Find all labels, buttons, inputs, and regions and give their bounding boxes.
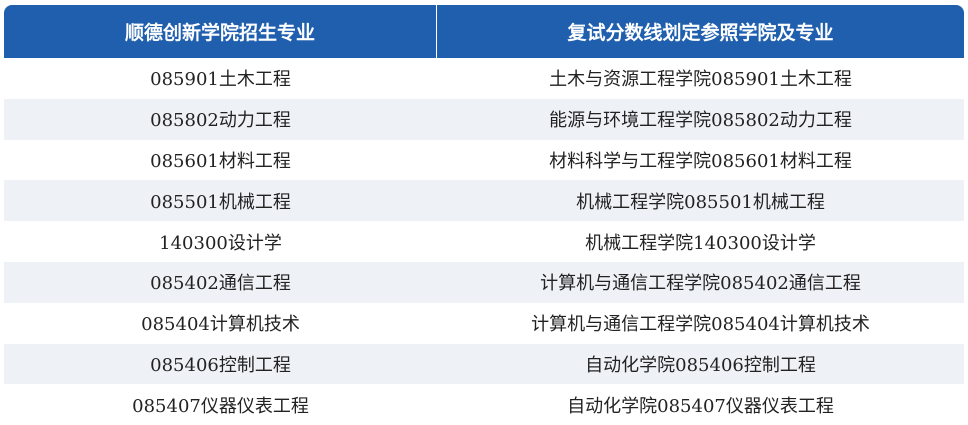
table-cell: 085404计算机技术 (141, 314, 300, 336)
table-cell: 计算机与通信工程学院085404计算机技术 (531, 314, 870, 336)
table-cell: 计算机与通信工程学院085402通信工程 (437, 261, 964, 303)
table-cell: 自动化学院085406控制工程 (437, 343, 964, 385)
table-row: 085802动力工程 能源与环境工程学院085802动力工程 (4, 98, 964, 140)
header-cell: 顺德创新学院招生专业 (4, 5, 437, 58)
table: 顺德创新学院招生专业 复试分数线划定参照学院及专业 085901土木工程 土木与资源… (4, 5, 964, 425)
table-row: 085407仪器仪表工程 自动化学院085407仪器仪表工程 (4, 384, 964, 425)
table-cell: 085406控制工程 (4, 343, 437, 385)
table-cell: 085601材料工程 (150, 150, 291, 172)
table-cell: 140300设计学 (159, 232, 282, 254)
table-row: 085601材料工程 材料科学与工程学院085601材料工程 (4, 140, 964, 181)
table-row: 085901土木工程 土木与资源工程学院085901土木工程 (4, 58, 964, 99)
table-cell: 085407仪器仪表工程 (132, 395, 309, 417)
table-cell: 085402通信工程 (4, 261, 437, 303)
table-cell: 能源与环境工程学院085802动力工程 (437, 98, 964, 140)
table-cell: 土木与资源工程学院085901土木工程 (549, 69, 852, 91)
table-row: 085402通信工程 计算机与通信工程学院085402通信工程 (4, 261, 964, 303)
header-row: 顺德创新学院招生专业 复试分数线划定参照学院及专业 (4, 5, 964, 58)
table-row: 085404计算机技术 计算机与通信工程学院085404计算机技术 (4, 303, 964, 344)
table-cell: 材料科学与工程学院085601材料工程 (549, 150, 852, 172)
table-cell: 自动化学院085407仪器仪表工程 (567, 395, 834, 417)
table-row: 085406控制工程 自动化学院085406控制工程 (4, 343, 964, 385)
table-row: 140300设计学 机械工程学院140300设计学 (4, 221, 964, 262)
table-cell: 085501机械工程 (4, 180, 437, 222)
table-cell: 085802动力工程 (4, 98, 437, 140)
table-body: 085901土木工程 土木与资源工程学院085901土木工程 085802动力工程能… (4, 58, 964, 425)
table-cell: 机械工程学院085501机械工程 (437, 180, 964, 222)
table-cell: 085901土木工程 (150, 69, 291, 91)
table-row: 085501机械工程 机械工程学院085501机械工程 (4, 180, 964, 222)
table-cell: 机械工程学院140300设计学 (585, 232, 816, 254)
header-cell: 复试分数线划定参照学院及专业 (437, 5, 964, 58)
